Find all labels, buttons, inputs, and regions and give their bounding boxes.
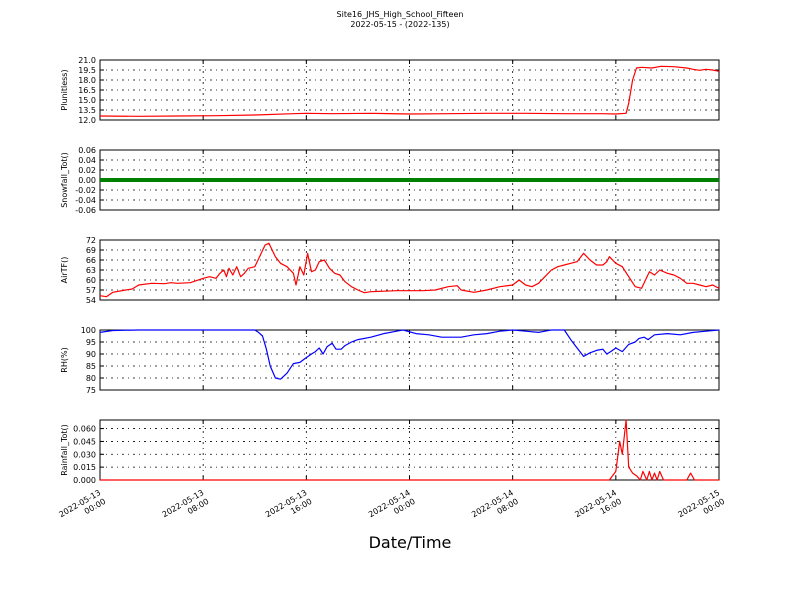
y-tick-label: 18.0	[78, 76, 96, 85]
y-tick-label: 95	[86, 338, 96, 347]
panel-4: 75 80 85 90 95 100 RH(%)	[60, 326, 720, 395]
y-tick-label: 0.00	[78, 176, 96, 185]
chart-subtitle: 2022-05-15 - (2022-135)	[350, 20, 450, 29]
y-tick-label: 80	[86, 374, 96, 383]
y-tick-label: 85	[86, 362, 96, 371]
y-tick-label: 57	[86, 286, 96, 295]
y-axis-label: Rainfall_Tot()	[60, 424, 69, 476]
y-tick-label: 0.04	[78, 156, 96, 165]
y-tick-label: 54	[86, 296, 96, 305]
y-tick-label: 15.0	[78, 96, 96, 105]
series-line	[100, 419, 719, 481]
y-tick-label: 19.5	[78, 66, 96, 75]
y-tick-label: 0.06	[78, 146, 96, 155]
y-axis-label: Snowfall_Tot()	[60, 152, 69, 208]
panel-1: 12.013.515.016.518.019.521.0 Plunitless)	[60, 56, 720, 125]
y-tick-label: 60	[86, 276, 96, 285]
y-tick-label: 0.000	[73, 476, 96, 485]
series-line	[99, 329, 720, 380]
x-axis-label: Date/Time	[368, 533, 452, 552]
y-tick-label: 75	[86, 386, 96, 395]
y-tick-label: 0.030	[73, 450, 96, 459]
series-line	[99, 65, 720, 117]
y-axis-label: AirTF()	[60, 257, 69, 284]
y-tick-label: 72	[86, 236, 96, 245]
y-tick-label: 0.02	[78, 166, 96, 175]
y-tick-label: 66	[86, 256, 96, 265]
y-tick-label: 13.5	[78, 106, 96, 115]
y-tick-label: -0.02	[75, 186, 96, 195]
y-tick-label: 0.015	[73, 463, 96, 472]
y-tick-label: 90	[86, 350, 96, 359]
y-tick-label: 21.0	[78, 56, 96, 65]
y-tick-label: 63	[86, 266, 96, 275]
series-line	[99, 242, 720, 298]
y-axis-label: RH(%)	[60, 347, 69, 372]
y-tick-label: 69	[86, 246, 96, 255]
y-tick-label: 100	[81, 326, 96, 335]
y-tick-label: 12.0	[78, 116, 96, 125]
y-tick-label: -0.06	[75, 206, 96, 215]
y-axis-label: Plunitless)	[60, 69, 69, 110]
y-tick-label: 0.060	[73, 425, 96, 434]
panel-5: 0.000 0.015 0.030 0.045 0.060 Rainfall_Tot()	[60, 419, 720, 485]
y-tick-label: 0.045	[73, 437, 96, 446]
y-tick-label: 16.5	[78, 86, 96, 95]
chart-title: Site16_JHS_High_School_Fifteen	[336, 10, 464, 19]
panel-2: -0.06-0.04-0.020.000.020.040.06 Snowfall_…	[60, 146, 720, 215]
y-tick-label: -0.04	[75, 196, 96, 205]
